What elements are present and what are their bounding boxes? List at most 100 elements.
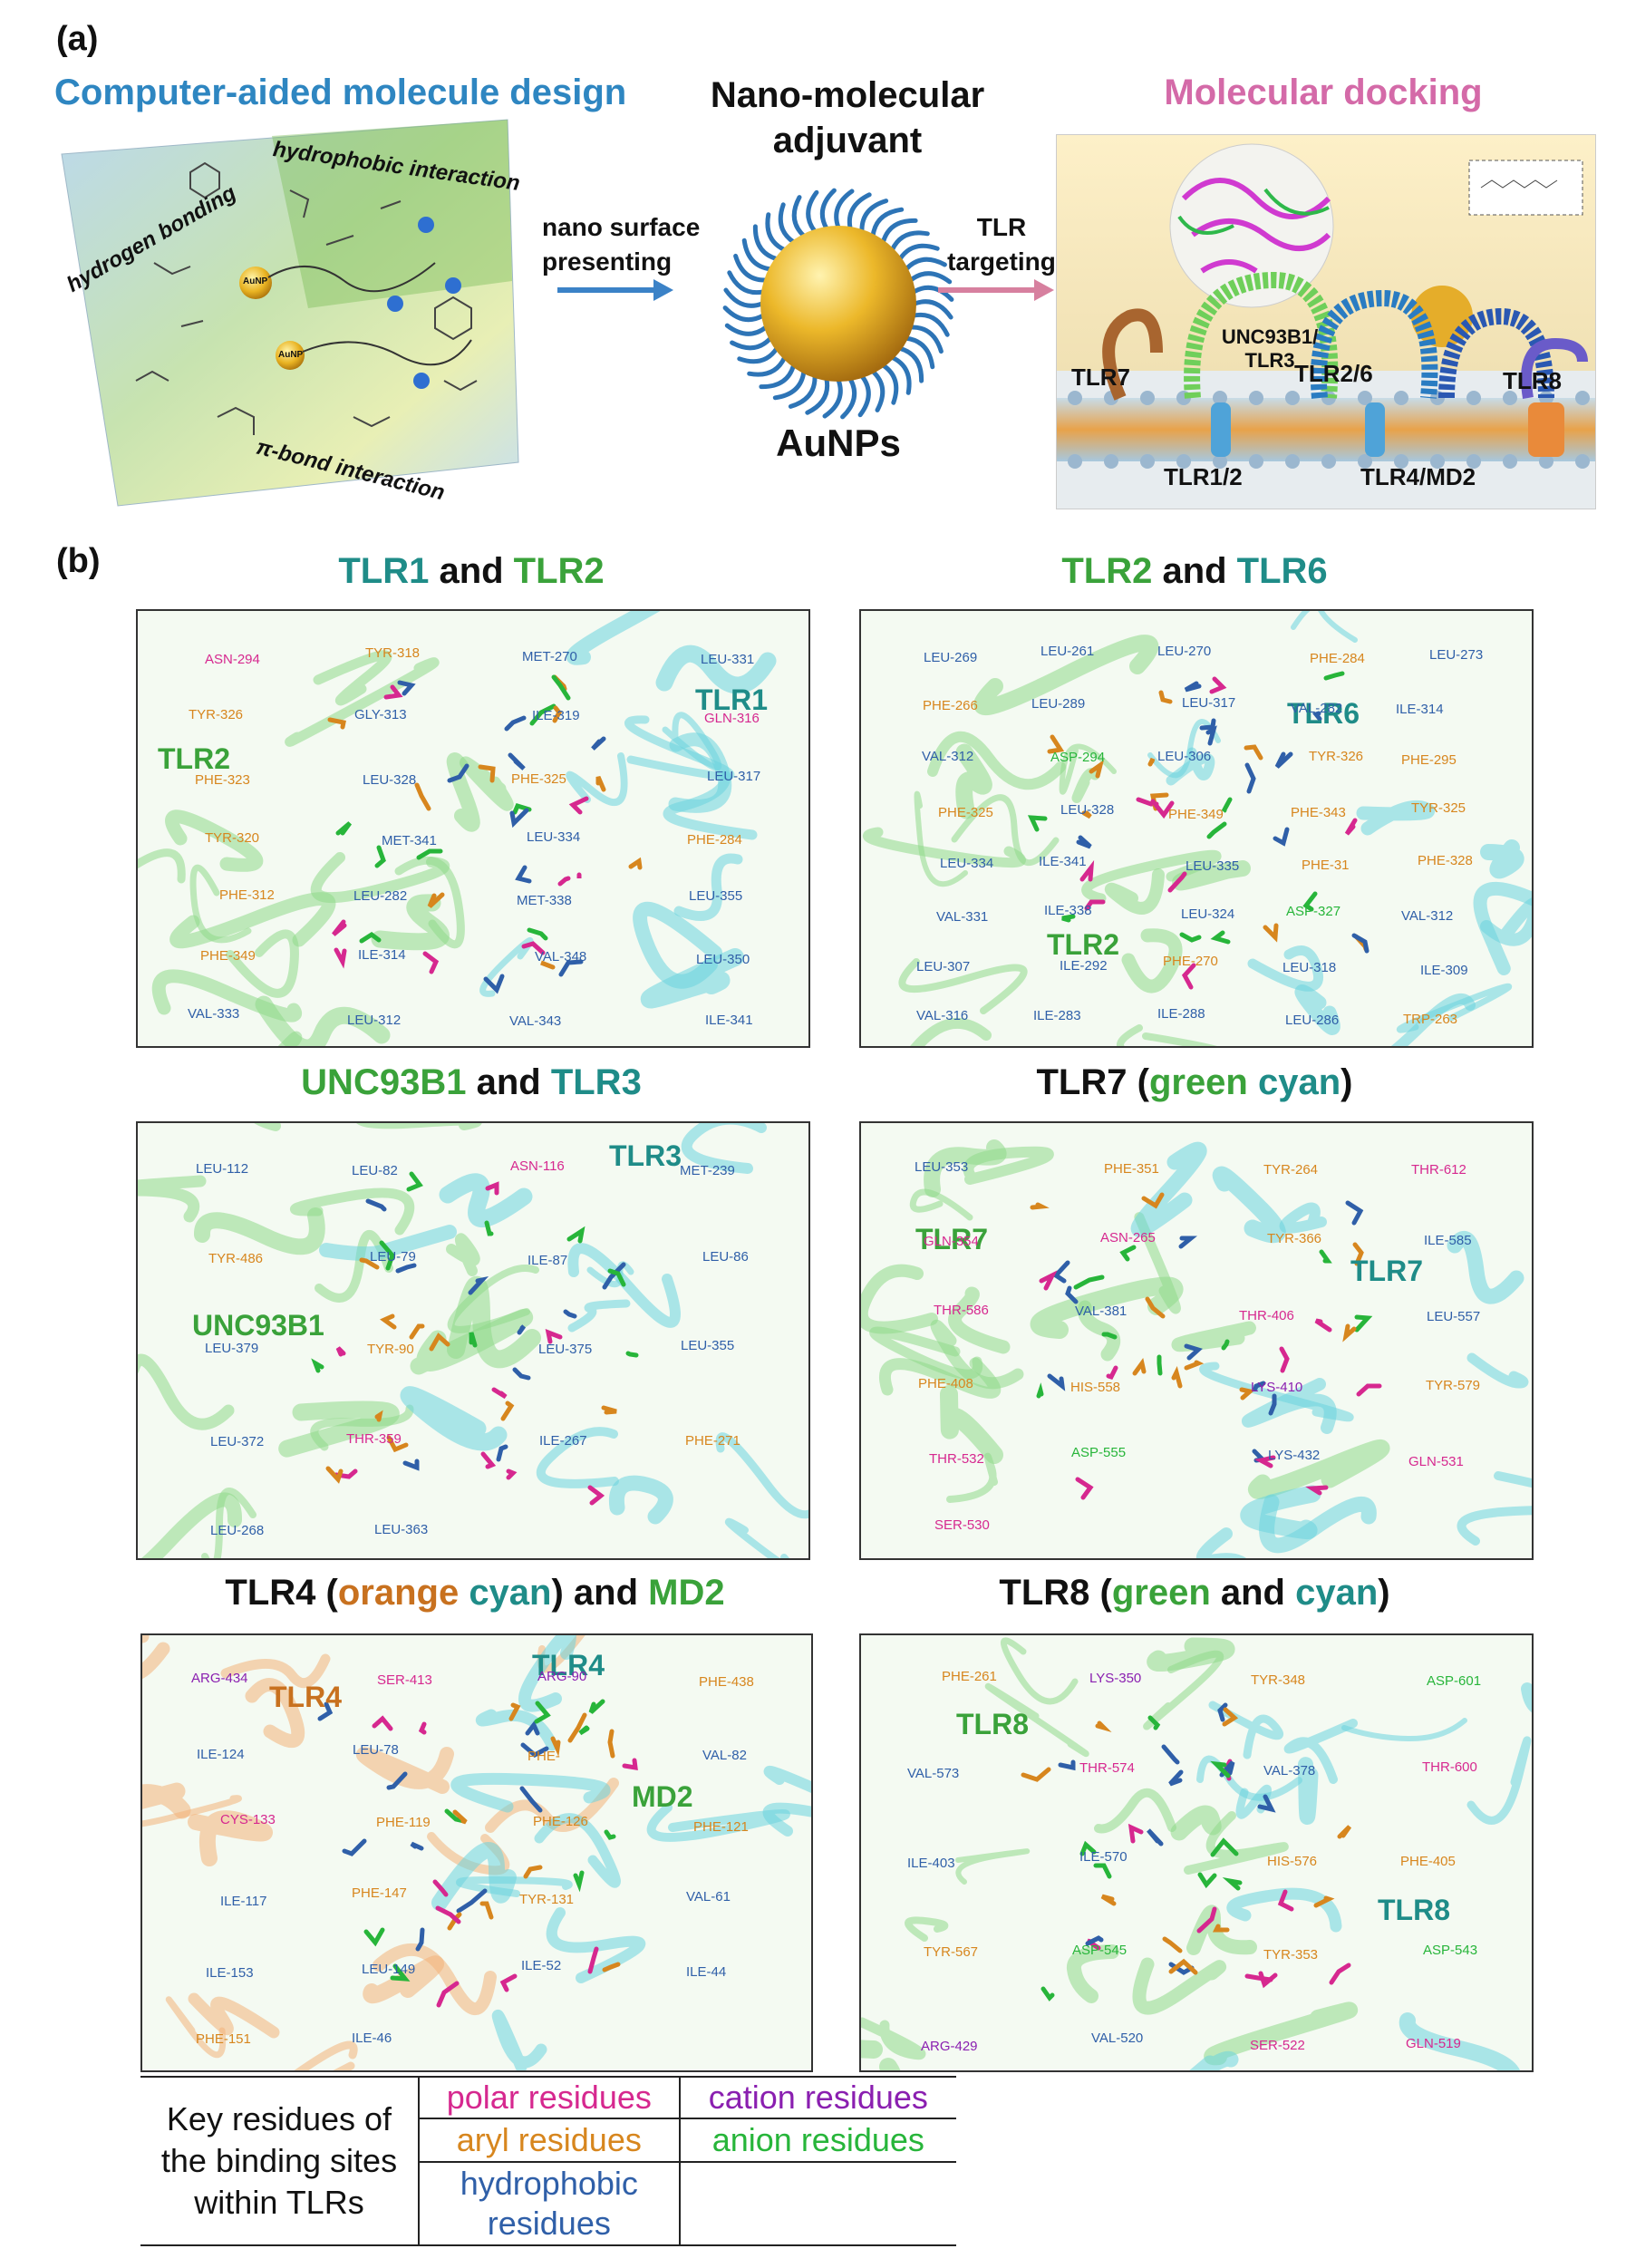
residue-stick — [409, 1323, 425, 1340]
residue-stick — [1147, 757, 1156, 767]
residue-stick — [1329, 1963, 1351, 1985]
residue-label: LEU-350 — [696, 952, 750, 967]
residue-label: LEU-312 — [347, 1013, 402, 1028]
panel-3-title-part: and — [466, 1062, 551, 1102]
protein-ribbon — [608, 1475, 673, 1525]
protein-ribbon — [1121, 928, 1183, 993]
ligand-spike — [788, 373, 818, 409]
residue-label: TYR-90 — [367, 1342, 414, 1357]
residue-stick — [529, 703, 557, 726]
residue-stick — [416, 848, 443, 860]
ligand-spike — [857, 373, 871, 418]
residue-label: VAL-348 — [535, 949, 587, 964]
protein-ribbon — [165, 809, 264, 872]
protein-ribbon — [220, 1653, 331, 1689]
panel-1-title-part: TLR2 — [513, 551, 605, 591]
residue-stick — [568, 796, 589, 815]
panel-2-title: TLR2 and TLR6 — [859, 551, 1530, 592]
residue-stick — [625, 1351, 639, 1358]
residue-stick — [604, 1829, 616, 1840]
panel-4-title: TLR7 (green cyan) — [859, 1062, 1530, 1103]
residue-stick — [1209, 676, 1227, 694]
protein-ribbon — [140, 1492, 243, 1558]
residue-stick — [386, 1435, 409, 1453]
residue-stick — [1210, 1760, 1231, 1779]
residue-label: SER-413 — [377, 1672, 432, 1688]
protein-ribbon — [1143, 1650, 1224, 1730]
ligand-spike — [847, 192, 872, 231]
residue-stick — [1047, 1373, 1066, 1391]
residue-label: TYR-318 — [365, 645, 421, 661]
protein-ribbon — [1212, 1166, 1286, 1244]
residue-stick — [1100, 1894, 1117, 1906]
protein-ribbon — [955, 743, 992, 819]
protein-ribbon — [277, 1031, 303, 1046]
protein-ribbon — [1204, 2001, 1358, 2066]
residue-label: LEU-334 — [940, 856, 994, 871]
residue-label: LEU-318 — [1282, 960, 1337, 975]
residue-stick — [512, 802, 532, 815]
protein-ribbon — [861, 2017, 926, 2060]
protein-ribbon — [439, 1173, 533, 1227]
residue-stick — [1221, 1339, 1230, 1351]
part-a-label: (a) — [56, 20, 99, 58]
residue-stick — [1302, 891, 1318, 912]
residue-label: TYR-366 — [1267, 1231, 1322, 1246]
residue-label: HIS-576 — [1267, 1854, 1318, 1869]
panel-6-docking-view: TLR8 TLR8 PHE-261 LYS-350 TYR-348 ASP-601 VAL-… — [859, 1633, 1534, 2072]
residue-stick — [485, 1181, 499, 1196]
ligand-spike — [897, 345, 924, 383]
residue-label: TYR-326 — [189, 707, 244, 722]
ligand-spike — [772, 369, 807, 401]
part-b-label: (b) — [56, 542, 101, 580]
panel-4-docking-view: TLR7 TLR7 LEU-353 PHE-351 TYR-264 THR-612 GLN-… — [859, 1121, 1534, 1560]
protein-ribbon — [566, 611, 661, 665]
residue-stick — [1058, 1759, 1076, 1771]
residue-stick — [1158, 690, 1173, 704]
ligand-spike — [819, 188, 837, 231]
residue-stick — [552, 705, 562, 723]
residue-stick — [379, 1240, 395, 1271]
protein-ribbon — [447, 1275, 541, 1369]
legend-caption-line1: Key residues of — [166, 2100, 392, 2137]
residue-label: TYR-353 — [1263, 1947, 1319, 1963]
residue-stick — [390, 1963, 411, 1982]
panel-3-title-part: UNC93B1 — [301, 1062, 467, 1102]
right-arrow-pink — [938, 279, 1054, 301]
residue-label: PHE-261 — [942, 1669, 997, 1684]
protein-ribbon — [663, 771, 758, 840]
residue-label: ARG-429 — [921, 2039, 978, 2054]
protein-ribbon — [475, 1709, 558, 1751]
residue-stick — [587, 1946, 599, 1974]
ligand-spike — [791, 195, 807, 238]
residue-stick — [1081, 810, 1092, 819]
residue-label: TYR-320 — [205, 830, 260, 846]
panel-3-protein-label: UNC93B1 — [192, 1309, 324, 1342]
protein-ribbon — [1291, 611, 1358, 643]
residue-stick — [1199, 718, 1216, 731]
residue-stick — [1106, 1365, 1118, 1381]
protein-ribbon — [1208, 1701, 1284, 1759]
residue-stick — [1222, 1876, 1243, 1891]
residue-label: PHE- — [527, 1749, 560, 1764]
protein-ribbon — [715, 1432, 808, 1519]
protein-ribbon — [946, 1452, 998, 1503]
residue-label: PHE-408 — [918, 1376, 973, 1391]
residue-label: TYR-326 — [1309, 749, 1364, 764]
residue-label: LEU-353 — [915, 1159, 969, 1175]
residue-label: ILE-341 — [1039, 854, 1087, 869]
ligand-spike — [889, 354, 912, 395]
residue-stick — [1073, 1275, 1105, 1290]
protein-ribbon — [1259, 1494, 1377, 1554]
residue-stick — [1128, 1823, 1144, 1844]
residue-label: PHE-31 — [1302, 858, 1350, 873]
residue-stick — [512, 1367, 531, 1381]
residue-stick — [447, 763, 469, 783]
residue-stick — [1257, 1794, 1276, 1813]
residue-label: LEU-261 — [1040, 644, 1095, 659]
residue-stick — [456, 1888, 488, 1914]
residue-stick — [1279, 1346, 1290, 1373]
residue-label: LEU-79 — [370, 1249, 416, 1265]
residue-label: LEU-78 — [353, 1742, 399, 1758]
residue-stick — [1305, 1485, 1329, 1496]
